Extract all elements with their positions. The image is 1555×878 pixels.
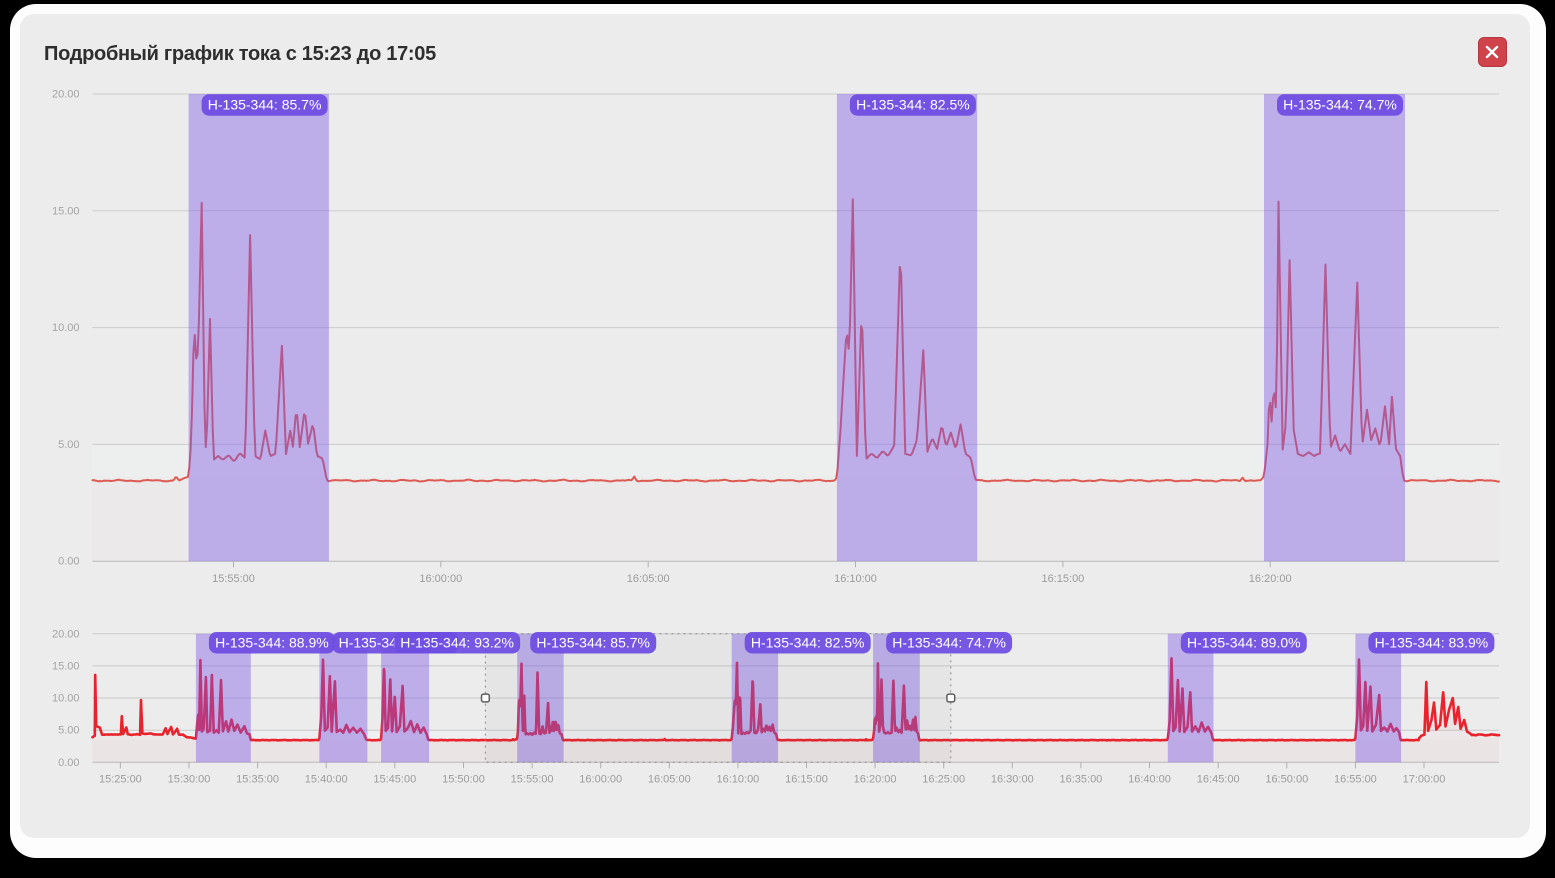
svg-text:H-135-344: 83.9%: H-135-344: 83.9% xyxy=(1375,635,1489,651)
svg-text:H-135-344: 89.0%: H-135-344: 89.0% xyxy=(1187,635,1301,651)
svg-text:15:55:00: 15:55:00 xyxy=(511,773,554,785)
svg-text:15:30:00: 15:30:00 xyxy=(168,773,211,785)
svg-text:H-135-344: 74.7%: H-135-344: 74.7% xyxy=(892,635,1006,651)
svg-text:15:25:00: 15:25:00 xyxy=(99,773,142,785)
svg-text:15:35:00: 15:35:00 xyxy=(236,773,279,785)
svg-text:H-135-344: 85.7%: H-135-344: 85.7% xyxy=(208,97,322,113)
svg-text:20.00: 20.00 xyxy=(52,628,80,640)
svg-text:15.00: 15.00 xyxy=(52,205,80,217)
svg-text:17:00:00: 17:00:00 xyxy=(1403,773,1446,785)
svg-text:H-135-344: 93.2%: H-135-344: 93.2% xyxy=(400,635,514,651)
svg-text:15:50:00: 15:50:00 xyxy=(442,773,485,785)
svg-text:16:00:00: 16:00:00 xyxy=(579,773,622,785)
svg-text:15:55:00: 15:55:00 xyxy=(212,573,255,585)
svg-text:16:10:00: 16:10:00 xyxy=(834,573,877,585)
svg-text:10.00: 10.00 xyxy=(52,322,80,334)
svg-text:16:00:00: 16:00:00 xyxy=(419,573,462,585)
svg-text:0.00: 0.00 xyxy=(58,556,79,568)
svg-text:16:05:00: 16:05:00 xyxy=(627,573,670,585)
svg-text:16:25:00: 16:25:00 xyxy=(922,773,965,785)
svg-text:16:45:00: 16:45:00 xyxy=(1197,773,1240,785)
svg-text:16:20:00: 16:20:00 xyxy=(1249,573,1292,585)
svg-text:H-135-344: 74.7%: H-135-344: 74.7% xyxy=(1283,97,1397,113)
svg-text:16:35:00: 16:35:00 xyxy=(1059,773,1102,785)
svg-text:0.00: 0.00 xyxy=(58,757,79,769)
svg-text:16:10:00: 16:10:00 xyxy=(716,773,759,785)
svg-text:5.00: 5.00 xyxy=(58,725,79,737)
svg-text:H-135-344: 82.5%: H-135-344: 82.5% xyxy=(856,97,970,113)
svg-text:16:50:00: 16:50:00 xyxy=(1265,773,1308,785)
svg-text:16:20:00: 16:20:00 xyxy=(854,773,897,785)
svg-text:20.00: 20.00 xyxy=(52,89,80,101)
svg-text:10.00: 10.00 xyxy=(52,693,80,705)
svg-text:16:30:00: 16:30:00 xyxy=(991,773,1034,785)
svg-text:H-135-344: 88.9%: H-135-344: 88.9% xyxy=(215,635,329,651)
svg-text:16:15:00: 16:15:00 xyxy=(1041,573,1084,585)
svg-text:5.00: 5.00 xyxy=(58,439,79,451)
svg-text:16:55:00: 16:55:00 xyxy=(1334,773,1377,785)
svg-text:H-135-344: 82.5%: H-135-344: 82.5% xyxy=(751,635,865,651)
svg-text:H-135-344: 85.7%: H-135-344: 85.7% xyxy=(536,635,650,651)
svg-text:15:45:00: 15:45:00 xyxy=(373,773,416,785)
svg-text:16:15:00: 16:15:00 xyxy=(785,773,828,785)
svg-text:15.00: 15.00 xyxy=(52,660,80,672)
svg-text:16:40:00: 16:40:00 xyxy=(1128,773,1171,785)
svg-text:16:05:00: 16:05:00 xyxy=(648,773,691,785)
svg-text:15:40:00: 15:40:00 xyxy=(305,773,348,785)
